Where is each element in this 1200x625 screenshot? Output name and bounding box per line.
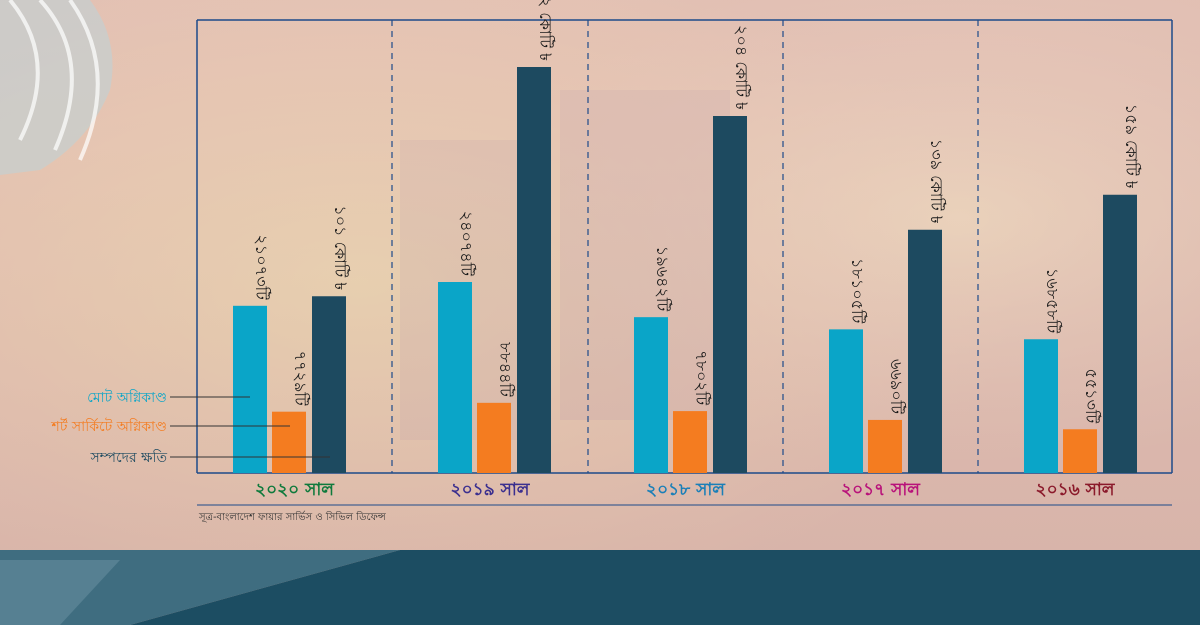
bar-short-circuit [272,411,306,473]
data-label: ১০১ কোটি ৳ [331,205,350,290]
year-label: ২০১৭ সাল [841,480,921,500]
bar-total [829,329,863,473]
bar-total [1024,339,1058,473]
data-label: ২১০৭৩টি [252,235,271,301]
data-label: ২৩২ কোটি ৳ [536,0,555,61]
year-label: ২০১৯ সাল [451,480,531,500]
data-label: ১৬৮৫৮টি [1043,268,1062,334]
data-label: ১৫৯ কোটি ৳ [1122,104,1141,189]
data-label: ২৪০৭৪টি [457,211,476,277]
data-label: ৭৭২৯টি [291,351,310,406]
bar-short-circuit [1063,429,1097,473]
bar-short-circuit [477,402,511,473]
bar-loss [1103,194,1137,473]
bar-total [634,317,668,473]
year-label: ২০১৬ সাল [1036,480,1116,500]
bar-loss [713,116,747,473]
legend-label: শর্ট সার্কিটে অগ্নিকাণ্ড [51,418,167,435]
bar-loss [517,67,551,473]
data-label: ১৮১০৫টি [848,258,867,324]
legend-label: মোট অগ্নিকাণ্ড [87,389,167,406]
data-label: ৬৬৯০টি [887,359,906,414]
year-label: ২০২০ সাল [255,480,335,500]
data-label: ২০৪ কোটি ৳ [732,25,751,110]
data-label: ১৯৬৪২টি [653,246,672,312]
bar-total [438,282,472,473]
year-label: ২০১৮ সাল [646,480,726,500]
bar-short-circuit [868,419,902,473]
data-label: ১৩৯ কোটি ৳ [927,139,946,224]
legend-label: সম্পদের ক্ষতি [90,449,168,466]
bar-loss [908,229,942,473]
data-label: ৭৮০২টি [692,350,711,405]
bar-loss [312,296,346,473]
source-note: সূত্র-বাংলাদেশ ফায়ার সার্ভিস ও সিভিল ডি… [198,511,386,523]
bar-short-circuit [673,411,707,473]
bar-total [233,305,267,473]
data-label: ৫৫১৩টি [1082,368,1101,423]
data-label: ৮৮৪৪টি [496,342,515,397]
